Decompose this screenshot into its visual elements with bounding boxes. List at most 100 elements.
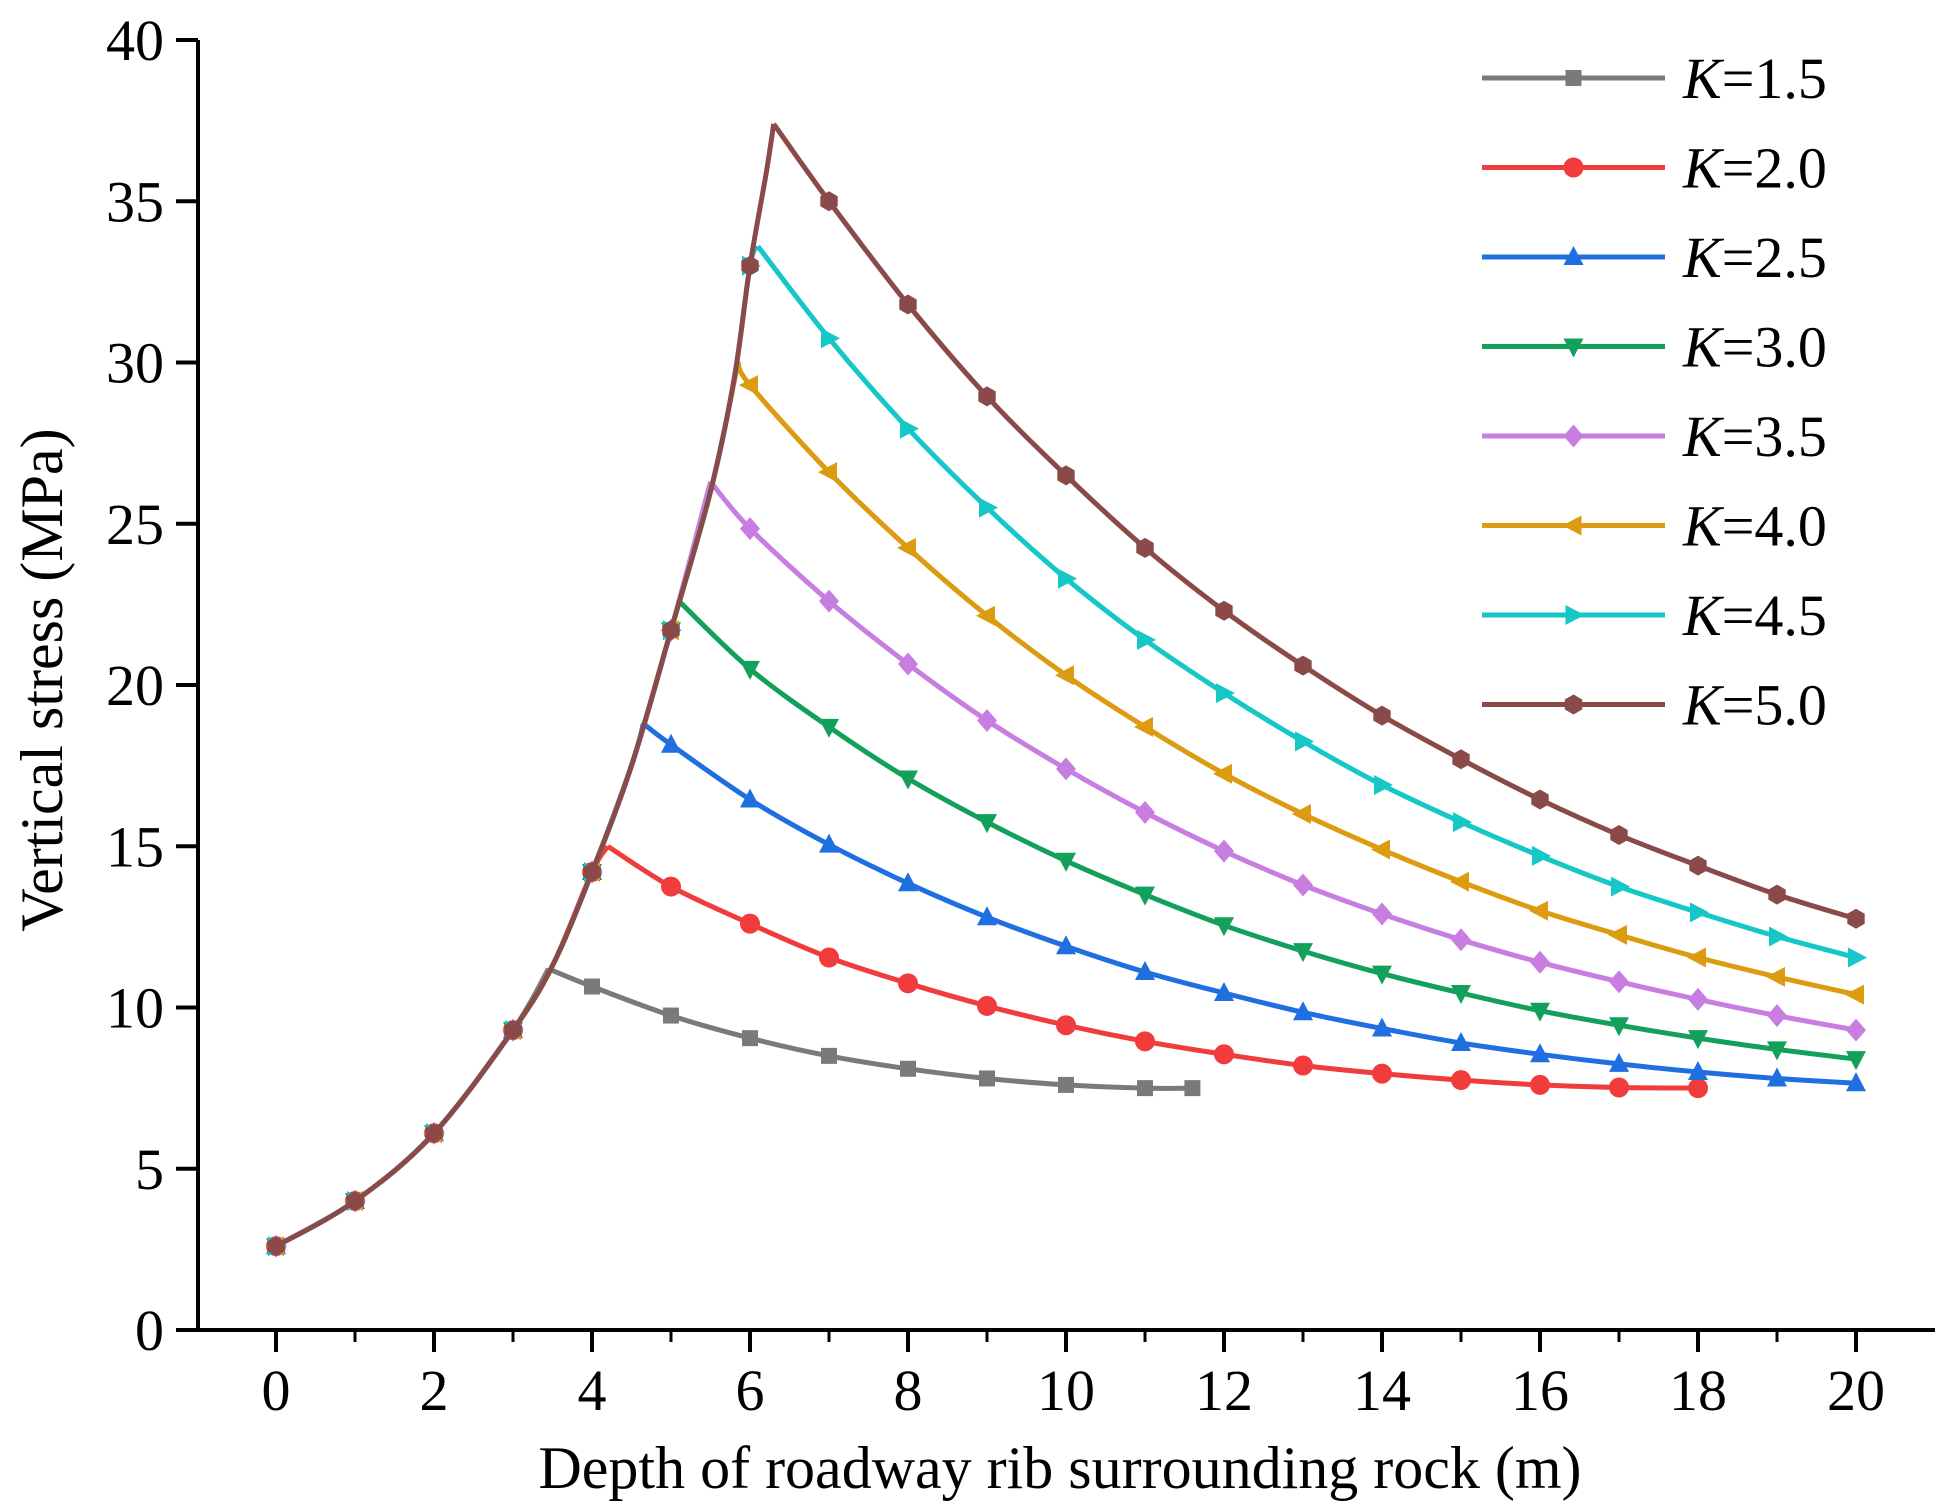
legend-label-value: =1.5 xyxy=(1722,46,1827,111)
legend-item: K=1.5 xyxy=(1482,46,1827,111)
series-line-rising xyxy=(274,967,551,1249)
data-point xyxy=(1690,902,1709,923)
data-point xyxy=(1055,665,1074,686)
data-point xyxy=(1372,902,1392,926)
data-point xyxy=(898,973,918,994)
legend-marker xyxy=(1565,70,1582,86)
data-point xyxy=(1374,775,1393,795)
y-axis-title: Vertical stress (MPa) xyxy=(9,428,75,931)
y-tick-label: 15 xyxy=(106,814,164,879)
data-point xyxy=(1846,1051,1866,1071)
legend-label: K=1.5 xyxy=(1682,46,1827,111)
series-line-falling xyxy=(708,480,1857,1033)
data-point xyxy=(1135,1031,1155,1052)
data-point xyxy=(1609,1077,1629,1098)
data-point xyxy=(1688,987,1708,1011)
y-tick-label: 20 xyxy=(106,653,164,718)
series-line-rising xyxy=(274,844,610,1249)
data-point xyxy=(661,876,681,897)
series-line-rising xyxy=(274,123,777,1249)
data-point xyxy=(819,833,839,853)
legend-label-k: K xyxy=(1682,136,1725,201)
x-tick-label: 10 xyxy=(1037,1358,1095,1423)
series-line-falling xyxy=(755,244,1857,960)
data-point xyxy=(1137,629,1156,650)
legend-item: K=3.5 xyxy=(1482,404,1827,469)
data-point xyxy=(425,1123,443,1144)
data-point xyxy=(1214,917,1234,937)
legend-item: K=5.0 xyxy=(1482,673,1827,738)
legend-marker xyxy=(1563,338,1584,358)
data-point xyxy=(1293,873,1313,897)
x-tick-label: 4 xyxy=(578,1358,607,1423)
legend-label-k: K xyxy=(1682,46,1725,111)
data-point xyxy=(504,1020,522,1041)
x-tick-label: 14 xyxy=(1353,1358,1411,1423)
x-tick-label: 2 xyxy=(420,1358,449,1423)
data-point xyxy=(739,375,758,396)
legend-label-value: =2.0 xyxy=(1722,136,1827,201)
data-point xyxy=(1846,1072,1866,1092)
data-point xyxy=(1293,1055,1313,1076)
data-point xyxy=(1450,871,1469,892)
y-tick-label: 40 xyxy=(106,8,164,73)
data-point xyxy=(977,995,997,1016)
data-point xyxy=(979,497,998,518)
data-point xyxy=(978,386,996,407)
data-point xyxy=(1137,1080,1153,1097)
data-point xyxy=(1293,943,1313,963)
data-point xyxy=(1609,1052,1629,1072)
data-point xyxy=(1689,855,1707,876)
data-point xyxy=(663,1007,679,1024)
data-point xyxy=(1451,1070,1471,1091)
data-point xyxy=(742,1030,758,1047)
data-point xyxy=(584,978,600,995)
data-point xyxy=(898,770,918,790)
legend-marker xyxy=(1563,246,1584,265)
data-point xyxy=(899,294,917,315)
data-point xyxy=(1767,1041,1787,1061)
data-point xyxy=(1767,1004,1787,1028)
series-line-rising xyxy=(274,361,741,1249)
x-axis-title: Depth of roadway rib surrounding rock (m… xyxy=(538,1435,1581,1501)
data-point xyxy=(1530,1043,1550,1063)
data-point xyxy=(267,1236,285,1257)
legend-label: K=4.0 xyxy=(1682,494,1827,559)
series-line-rising xyxy=(274,481,713,1249)
series-k-1-5 xyxy=(268,966,1201,1255)
data-point xyxy=(818,462,837,483)
data-point xyxy=(900,418,919,439)
data-point xyxy=(662,620,680,641)
data-point xyxy=(1135,800,1155,824)
legend-label: K=4.5 xyxy=(1682,583,1827,648)
legend-label: K=2.0 xyxy=(1682,136,1827,201)
series-line-falling xyxy=(677,599,1857,1062)
data-point xyxy=(1372,965,1392,985)
data-point xyxy=(740,517,760,541)
data-point xyxy=(661,733,681,753)
data-point xyxy=(1293,1001,1313,1021)
data-point xyxy=(1292,804,1311,824)
data-point xyxy=(819,947,839,968)
legend-label-value: =3.5 xyxy=(1722,404,1827,469)
legend-label: K=3.5 xyxy=(1682,404,1827,469)
legend-label-k: K xyxy=(1682,225,1725,290)
data-point xyxy=(897,537,916,558)
legend-label: K=2.5 xyxy=(1682,225,1827,290)
legend-label-k: K xyxy=(1682,315,1725,380)
legend-label-k: K xyxy=(1682,583,1725,648)
data-point xyxy=(1057,465,1075,486)
data-point xyxy=(346,1191,364,1211)
data-point xyxy=(1215,600,1233,621)
data-point xyxy=(1530,1074,1550,1095)
data-point xyxy=(1371,839,1390,860)
data-point xyxy=(1056,1015,1076,1036)
y-tick-label: 5 xyxy=(135,1137,164,1202)
data-point xyxy=(1688,1061,1708,1080)
x-tick-label: 12 xyxy=(1195,1358,1253,1423)
legend: K=1.5K=2.0K=2.5K=3.0K=3.5K=4.0K=4.5K=5.0 xyxy=(1482,46,1827,738)
x-tick-label: 6 xyxy=(736,1358,765,1423)
y-tick-label: 0 xyxy=(135,1298,164,1363)
data-point xyxy=(1608,924,1627,945)
legend-label-value: =5.0 xyxy=(1722,673,1827,738)
